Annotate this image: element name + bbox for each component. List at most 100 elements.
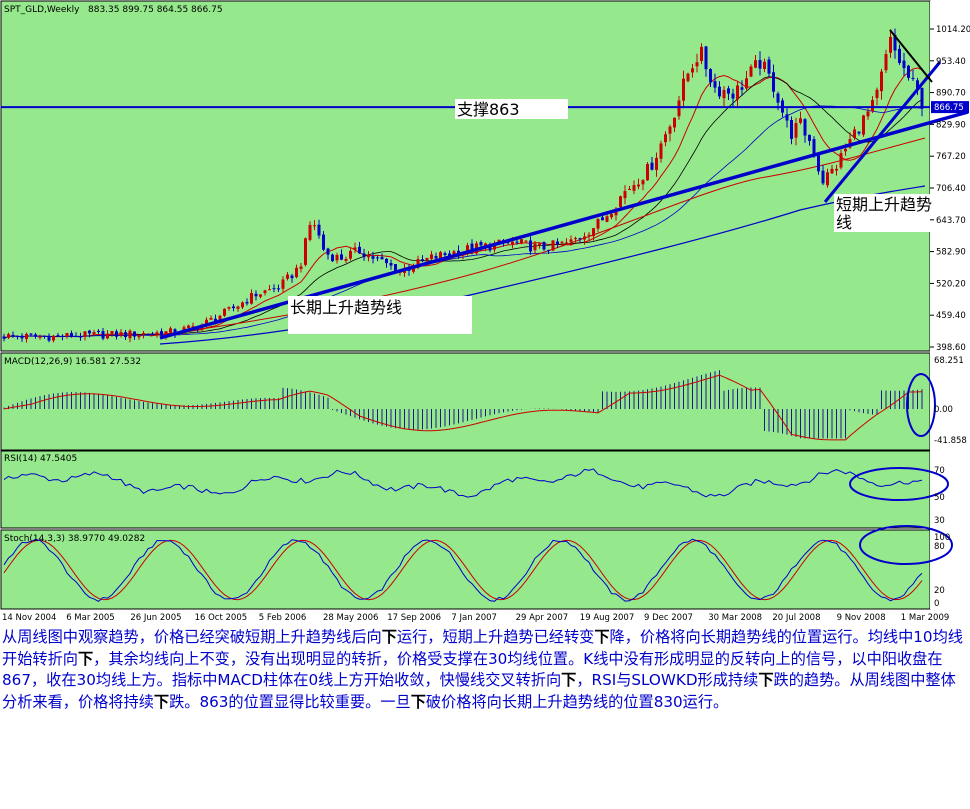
candle-body xyxy=(443,253,447,256)
candle-body xyxy=(434,255,438,259)
candle-body xyxy=(889,36,892,53)
candle-body xyxy=(547,250,550,252)
candle-body xyxy=(133,331,136,337)
date-tick-label: 19 Aug 2007 xyxy=(580,613,634,623)
candle-body xyxy=(38,336,42,338)
price-tick-label: 459.40 xyxy=(936,311,966,321)
candle-body xyxy=(425,258,429,261)
macd-tick-label: 0.00 xyxy=(934,405,953,415)
date-tick-label: 1 Mar 2009 xyxy=(901,613,949,623)
candle-body xyxy=(830,168,834,174)
candle-body xyxy=(853,129,856,138)
candle-body xyxy=(772,72,775,92)
analysis-segment: 跌的趋势。从周线图中整体分析来看，价格将持续 xyxy=(2,671,956,711)
candle-body xyxy=(29,333,33,335)
analysis-emphasis: 下 xyxy=(561,671,577,689)
candle-body xyxy=(227,307,231,309)
candle-body xyxy=(367,254,370,258)
candle-body xyxy=(214,318,217,322)
candle-body xyxy=(371,256,375,259)
stoch-k-line xyxy=(3,538,923,603)
analysis-segment: 运行，短期上升趋势已经转变 xyxy=(396,628,595,646)
price-tick-label: 582.90 xyxy=(936,248,966,258)
candle-body xyxy=(218,315,222,320)
candle-body xyxy=(821,170,825,184)
candle-body xyxy=(556,241,559,245)
candle-body xyxy=(7,334,10,338)
candle-body xyxy=(430,254,433,259)
date-tick-label: 14 Nov 2004 xyxy=(2,613,56,623)
candle-body xyxy=(650,162,654,170)
candle-body xyxy=(902,60,906,69)
candle-body xyxy=(43,335,46,337)
candle-body xyxy=(11,334,15,336)
stoch-tick-label: 80 xyxy=(934,542,945,552)
candle-body xyxy=(727,88,730,94)
candle-body xyxy=(592,228,595,237)
candle-body xyxy=(362,253,366,258)
candle-body xyxy=(470,243,474,253)
candle-body xyxy=(205,319,208,325)
price-tick-label: 520.20 xyxy=(936,279,966,289)
candle-body xyxy=(146,334,150,336)
candle-body xyxy=(587,234,591,236)
candle-body xyxy=(191,326,195,328)
analysis-emphasis: 下 xyxy=(153,692,170,711)
candle-body xyxy=(304,238,307,265)
candle-body xyxy=(389,262,393,266)
candle-body xyxy=(74,336,78,338)
candle-body xyxy=(493,243,496,250)
candle-body xyxy=(421,259,424,261)
candle-body xyxy=(736,85,739,100)
candle-body xyxy=(137,335,141,338)
candle-body xyxy=(61,335,64,337)
support-label-box xyxy=(455,99,568,119)
candle-body xyxy=(34,334,37,337)
candle-body xyxy=(844,148,847,152)
candle-body xyxy=(65,333,69,337)
analysis-segment: 从周线图中观察趋势，价格已经突破短期上升趋势线后向 xyxy=(2,628,382,646)
stoch-tick-label: 20 xyxy=(934,586,945,596)
macd-label: MACD(12,26,9) 16.581 27.532 xyxy=(4,357,141,367)
price-tick-label: 829.90 xyxy=(936,120,966,130)
candle-body xyxy=(169,328,172,333)
candle-body xyxy=(151,333,154,335)
candle-body xyxy=(551,240,555,251)
candle-body xyxy=(331,254,334,262)
analysis-text: 从周线图中观察趋势，价格已经突破短期上升趋势线后向下运行，短期上升趋势已经转变下… xyxy=(2,627,968,713)
price-tick-label: 890.70 xyxy=(936,89,966,99)
candle-body xyxy=(295,267,298,278)
date-tick-label: 9 Nov 2008 xyxy=(837,613,886,623)
candle-body xyxy=(187,325,190,328)
candle-body xyxy=(160,331,163,336)
rsi-panel xyxy=(0,450,931,529)
candle-body xyxy=(718,86,721,97)
candle-body xyxy=(344,258,348,261)
rsi-label: RSI(14) 47.5405 xyxy=(4,454,77,464)
price-tick-label: 953.40 xyxy=(936,57,966,67)
date-tick-label: 30 Mar 2008 xyxy=(708,613,762,623)
candle-body xyxy=(862,115,865,135)
candle-body xyxy=(884,54,888,71)
candle-body xyxy=(790,120,793,139)
analysis-emphasis: 下 xyxy=(594,628,610,646)
chart-area: 支撑863 长期上升趋势线 短期上升趋势线 1014.20 953.40 890.70 8… xyxy=(0,0,970,623)
rsi-tick-label: 50 xyxy=(934,493,945,503)
macd-signal-line xyxy=(3,374,923,441)
candle-body xyxy=(565,242,568,244)
candle-body xyxy=(722,90,726,99)
candle-body xyxy=(115,331,118,337)
candle-body xyxy=(560,241,564,243)
candle-body xyxy=(124,332,127,338)
candle-body xyxy=(745,78,748,89)
candle-body xyxy=(2,336,6,339)
candle-body xyxy=(754,60,757,68)
date-tick-label: 26 Jun 2005 xyxy=(130,613,181,623)
long-trend-label-box xyxy=(288,296,472,334)
symbol-label: SPT_GLD,Weekly xyxy=(4,5,80,15)
analysis-emphasis: 下 xyxy=(410,692,426,711)
candle-body xyxy=(313,225,316,227)
candle-body xyxy=(164,331,168,337)
candle-body xyxy=(340,254,343,260)
analysis-segment: ，RSI与SLOWKD形成持续 xyxy=(576,671,759,689)
